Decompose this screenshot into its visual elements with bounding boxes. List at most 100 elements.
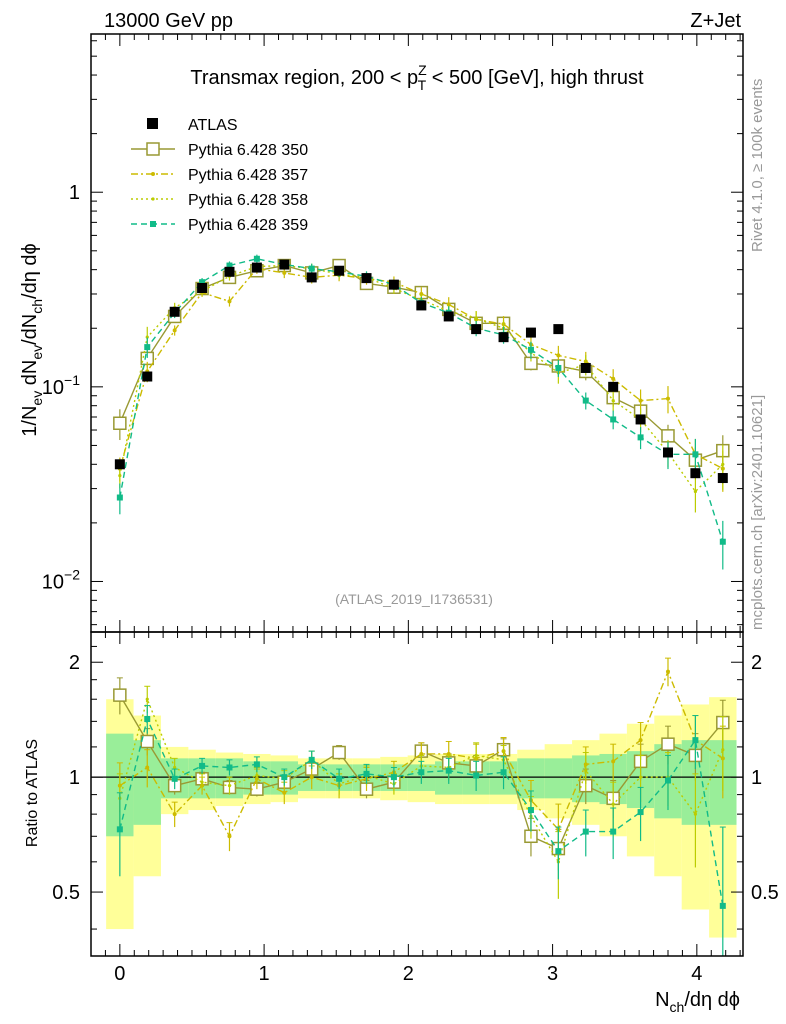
series-2-point — [172, 328, 177, 333]
series-4-ratio-point — [418, 769, 425, 776]
series-2-point — [665, 396, 670, 401]
series-3-point — [118, 473, 122, 478]
atlas-point — [197, 282, 208, 293]
atlas-point — [224, 266, 235, 277]
x-tick-label: 0 — [114, 963, 125, 985]
atlas-point — [525, 327, 536, 338]
rivet-version-label: Rivet 4.1.0, ≥ 100k events — [749, 79, 766, 252]
atlas-point — [361, 273, 372, 284]
series-2-point — [227, 299, 232, 304]
series-3-ratio-point — [638, 775, 643, 779]
atlas-point — [635, 414, 646, 425]
y-tick-label: 10−1 — [42, 372, 80, 399]
series-4-ratio — [116, 705, 726, 956]
series-4-ratio-point — [610, 828, 617, 835]
series-1-point — [113, 416, 127, 431]
ratio-plot-series — [113, 657, 730, 956]
atlas-point — [717, 473, 728, 484]
series-2-ratio-point — [611, 759, 616, 764]
atlas-point — [580, 362, 591, 373]
series-4-ratio-point — [555, 848, 562, 855]
series-3-point — [611, 398, 615, 403]
process-label: Z+Jet — [690, 10, 741, 32]
series-3-line — [119, 264, 724, 493]
series-4-ratio-point — [664, 777, 671, 784]
series-4-ratio-point — [719, 902, 726, 909]
series-4-ratio-point — [116, 826, 123, 833]
atlas-point — [334, 265, 345, 276]
series-4-ratio-point — [473, 772, 480, 779]
series-4-ratio-point — [692, 737, 699, 744]
series-3-point — [145, 335, 149, 339]
atlas-point — [114, 459, 125, 470]
series-4-ratio-point — [527, 807, 534, 814]
series-4-ratio-point — [199, 762, 206, 769]
series-3-ratio-point — [693, 812, 697, 816]
series-4-point — [308, 265, 315, 272]
ratio-tick-label-right: 2 — [751, 652, 762, 674]
x-tick-label: 4 — [691, 963, 702, 985]
series-4-point — [527, 346, 534, 353]
series-3-ratio-point — [474, 753, 478, 758]
energy-label: 13000 GeV pp — [104, 10, 233, 32]
series-2-point — [556, 353, 561, 358]
series-4-ratio-point — [171, 775, 178, 782]
series-3-point — [693, 489, 697, 494]
axes: 0 1 2 3 4 10−2 10−1 1 0.5 0.5 1 1 2 2 — [42, 34, 779, 985]
legend-entry-1: Pythia 6.428 350 — [131, 142, 308, 159]
series-2-ratio-point — [227, 834, 232, 839]
series-4-point — [637, 434, 644, 441]
series-3-ratio-point — [611, 802, 615, 806]
series-3-ratio-point — [227, 784, 232, 788]
series-1-ratio-point — [661, 737, 675, 751]
series-4-ratio-point — [144, 716, 151, 723]
atlas-point — [471, 324, 482, 335]
x-axis-label: Nch/dη dϕ — [655, 989, 740, 1015]
series-4-ratio-point — [637, 809, 644, 816]
series-4-point — [582, 397, 589, 404]
ratio-tick-label: 1 — [69, 767, 80, 789]
legend-entry-2: Pythia 6.428 357 — [131, 167, 308, 184]
ratio-y-axis-label: Ratio to ATLAS — [24, 739, 41, 847]
series-2-ratio-point — [309, 775, 314, 780]
atlas-point — [251, 262, 262, 273]
legend-label: Pythia 6.428 359 — [188, 217, 308, 234]
series-3-ratio-point — [255, 773, 259, 778]
series-2-ratio-point — [665, 669, 670, 674]
series-2-point — [638, 398, 643, 403]
series-2-point — [419, 291, 424, 296]
series-4-point — [144, 344, 151, 351]
series-4-point — [555, 364, 562, 371]
atlas-point — [690, 468, 701, 479]
x-tick-label: 2 — [403, 963, 414, 985]
legend-marker — [151, 197, 155, 201]
legend-marker — [146, 142, 160, 156]
ratio-tick-label: 0.5 — [52, 882, 80, 904]
series-4-ratio-point — [390, 774, 397, 781]
series-1-ratio-point — [332, 745, 346, 760]
series-3-ratio-point — [200, 780, 204, 784]
series-4-point — [253, 255, 260, 262]
legend-entry-0: ATLAS — [147, 117, 238, 134]
series-2-point — [611, 376, 616, 381]
atlas-point — [416, 300, 427, 311]
series-4-point — [692, 451, 699, 458]
atlas-point — [608, 381, 619, 392]
atlas-point — [279, 259, 290, 270]
series-2-ratio-point — [172, 812, 177, 817]
atlas-point — [388, 279, 399, 290]
analysis-id: (ATLAS_2019_I1736531) — [335, 591, 493, 607]
atlas-data — [114, 259, 728, 484]
series-4-ratio-point — [445, 767, 452, 774]
legend-label: Pythia 6.428 350 — [188, 142, 308, 159]
main-plot-series — [113, 254, 730, 570]
ratio-plot-frame — [90, 631, 744, 957]
legend-marker — [151, 172, 155, 176]
atlas-point — [553, 324, 564, 335]
series-3-ratio-point — [584, 769, 588, 773]
atlas-point — [498, 332, 509, 343]
series-3-ratio-point — [173, 765, 177, 770]
ratio-tick-label-right: 1 — [751, 767, 762, 789]
series-3-point — [721, 462, 725, 466]
